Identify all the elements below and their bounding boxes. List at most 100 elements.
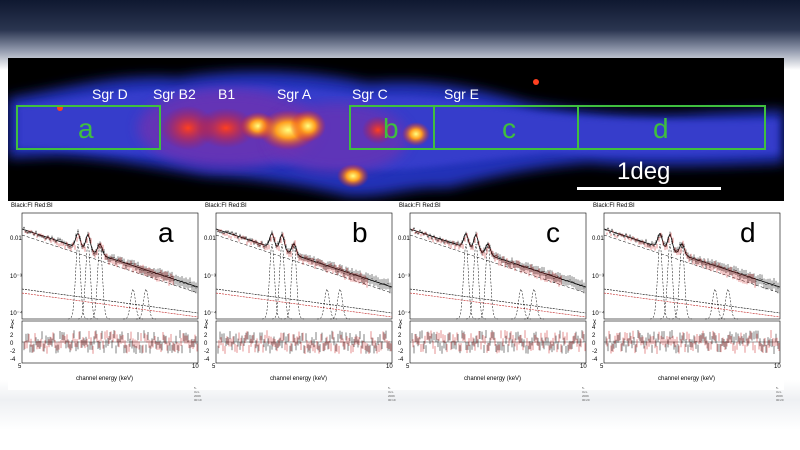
scale-bar xyxy=(577,187,721,190)
line-component xyxy=(649,243,671,320)
resid-tick-minus4: -4 xyxy=(10,357,16,363)
spectrum-panel-d: Black:FI Red:BI d 0.01 10⁻³ 10⁻⁴ 4 2 0 -… xyxy=(590,201,784,402)
spectrum-plot-a xyxy=(21,212,199,364)
timestamp: 5-Oct-2009 00:19 xyxy=(388,386,396,402)
x-tick-10: 10 xyxy=(580,364,587,370)
line-component xyxy=(330,288,350,320)
line-component xyxy=(455,243,477,320)
label-sgr-b2: Sgr B2 xyxy=(153,86,196,102)
line-component xyxy=(136,288,156,320)
figure: Sgr D Sgr B2 B1 Sgr A Sgr C Sgr E a b c … xyxy=(8,58,784,402)
y-tick-1e-3: 10⁻³ xyxy=(10,274,22,280)
region-letter-c: c xyxy=(502,113,516,144)
line-component xyxy=(465,243,487,320)
label-sgr-c: Sgr C xyxy=(352,86,388,102)
line-component xyxy=(271,243,293,320)
x-tick-5: 5 xyxy=(18,364,22,370)
y-tick-1e-4: 10⁻⁴ xyxy=(398,311,411,317)
scale-label: 1deg xyxy=(617,158,671,185)
x-tick-5: 5 xyxy=(406,364,410,370)
panel-title: Black:FI Red:BI xyxy=(205,203,247,209)
continuum-component xyxy=(409,234,587,294)
resid-tick-minus4: -4 xyxy=(592,357,598,363)
timestamp: 5-Oct-2009 00:20 xyxy=(582,386,590,402)
line-component xyxy=(77,243,99,320)
y-tick-1e-4: 10⁻⁴ xyxy=(204,311,217,317)
resid-tick-minus2: -2 xyxy=(592,349,598,355)
x-axis-label: channel energy (keV) xyxy=(270,376,328,382)
resid-axis-label: χ xyxy=(11,319,15,325)
continuum-component-bi xyxy=(215,292,393,318)
x-axis-label: channel energy (keV) xyxy=(658,376,716,382)
panel-letter: b xyxy=(352,217,368,248)
continuum-component xyxy=(603,234,781,294)
resid-tick-0: 0 xyxy=(398,341,402,347)
resid-tick-4: 4 xyxy=(204,325,208,331)
resid-tick-2: 2 xyxy=(204,333,208,339)
continuum-component-bi xyxy=(21,292,199,318)
resid-tick-4: 4 xyxy=(592,325,596,331)
y-tick-0.01: 0.01 xyxy=(592,236,604,242)
y-tick-1e-3: 10⁻³ xyxy=(592,274,604,280)
resid-tick-minus2: -2 xyxy=(204,349,210,355)
resid-axis-label: χ xyxy=(593,319,597,325)
resid-tick-minus2: -2 xyxy=(10,349,16,355)
resid-tick-4: 4 xyxy=(398,325,402,331)
continuum-component xyxy=(603,288,781,314)
spectrum-plot-d xyxy=(603,212,781,364)
y-tick-1e-3: 10⁻³ xyxy=(398,274,410,280)
x-tick-5: 5 xyxy=(212,364,216,370)
x-tick-10: 10 xyxy=(774,364,781,370)
spectrum-panel-a: Black:FI Red:BI a 0.01 10⁻³ 10⁻⁴ 4 2 0 -… xyxy=(8,201,202,402)
spectrum-plot-b xyxy=(215,212,393,364)
continuum-component xyxy=(409,288,587,314)
resid-tick-2: 2 xyxy=(10,333,14,339)
resid-tick-minus4: -4 xyxy=(204,357,210,363)
line-component xyxy=(67,243,89,320)
panel-letter: a xyxy=(158,217,174,248)
panel-letter: c xyxy=(546,217,560,248)
continuum-component xyxy=(215,234,393,294)
spectrum-plot-c xyxy=(409,212,587,364)
continuum-component xyxy=(21,234,199,294)
region-letter-b: b xyxy=(383,113,399,144)
resid-tick-0: 0 xyxy=(204,341,208,347)
label-b1: B1 xyxy=(218,86,236,102)
x-axis-label: channel energy (keV) xyxy=(76,376,134,382)
resid-tick-minus4: -4 xyxy=(398,357,404,363)
region-letter-a: a xyxy=(78,113,94,144)
spectrum-panel-b: Black:FI Red:BI b 0.01 10⁻³ 10⁻⁴ 4 2 0 -… xyxy=(202,201,396,402)
continuum-component xyxy=(215,288,393,314)
resid-tick-4: 4 xyxy=(10,325,14,331)
panel-title: Black:FI Red:BI xyxy=(11,203,53,209)
y-tick-0.01: 0.01 xyxy=(204,236,216,242)
line-component xyxy=(718,288,738,320)
y-tick-1e-3: 10⁻³ xyxy=(204,274,216,280)
resid-tick-0: 0 xyxy=(10,341,14,347)
line-component xyxy=(671,243,693,320)
continuum-component-bi xyxy=(409,292,587,318)
continuum-component-bi xyxy=(603,292,781,318)
label-sgr-d: Sgr D xyxy=(92,86,128,102)
timestamp: 5-Oct-2009 00:19 xyxy=(194,386,202,402)
resid-tick-2: 2 xyxy=(398,333,402,339)
region-letter-d: d xyxy=(653,113,669,144)
region-box-d xyxy=(577,105,766,150)
resid-axis-label: χ xyxy=(399,319,403,325)
resid-axis-label: χ xyxy=(205,319,209,325)
x-tick-5: 5 xyxy=(600,364,604,370)
y-tick-0.01: 0.01 xyxy=(10,236,22,242)
line-component xyxy=(659,243,681,320)
y-tick-1e-4: 10⁻⁴ xyxy=(592,311,605,317)
y-tick-1e-4: 10⁻⁴ xyxy=(10,311,23,317)
x-tick-10: 10 xyxy=(386,364,393,370)
spectrum-panel-c: Black:FI Red:BI c 0.01 10⁻³ 10⁻⁴ 4 2 0 -… xyxy=(396,201,590,402)
line-component xyxy=(524,288,544,320)
region-box-a xyxy=(16,105,161,150)
resid-tick-0: 0 xyxy=(592,341,596,347)
line-component xyxy=(477,243,499,320)
x-axis-label: channel energy (keV) xyxy=(464,376,522,382)
xray-map: Sgr D Sgr B2 B1 Sgr A Sgr C Sgr E a b c … xyxy=(8,58,784,201)
label-sgr-a: Sgr A xyxy=(277,86,312,102)
timestamp: 5-Oct-2009 00:20 xyxy=(776,386,784,402)
